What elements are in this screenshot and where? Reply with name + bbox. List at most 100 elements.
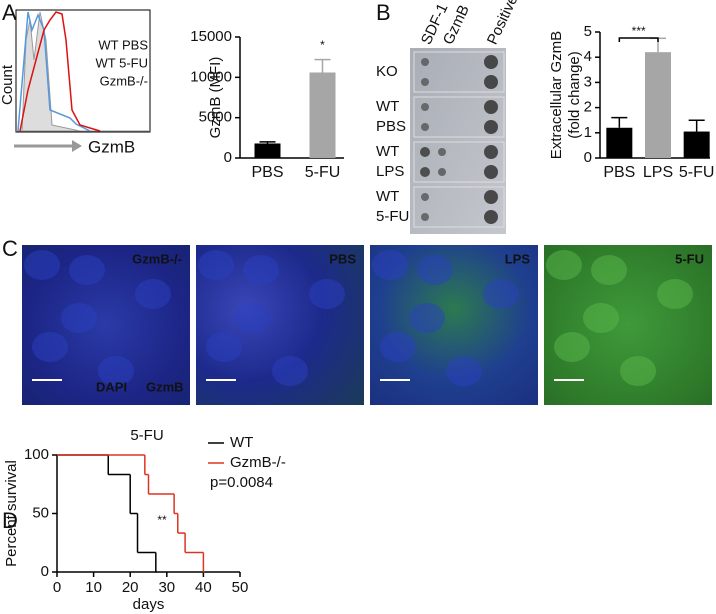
cell — [546, 250, 582, 280]
annotation: ** — [157, 513, 167, 527]
micrograph-label: 5-FU — [675, 251, 704, 266]
y-tick-label: 0 — [224, 149, 232, 166]
cell — [657, 279, 693, 309]
cell — [591, 255, 627, 285]
cell — [417, 255, 453, 285]
cell — [620, 356, 656, 386]
micrograph-label: LPS — [505, 251, 531, 266]
bar — [645, 52, 671, 158]
blot-dot — [484, 55, 498, 69]
blot-row — [413, 51, 505, 93]
blot-row-label: 5-FU — [376, 208, 409, 225]
blot-row-label: PBS — [376, 118, 406, 135]
blot-row-label: WT — [376, 98, 399, 115]
blot-row-label: KO — [376, 63, 398, 80]
cell — [24, 250, 60, 280]
cell — [69, 255, 105, 285]
axis-label: Count — [0, 64, 16, 105]
blot-dot — [420, 167, 430, 177]
y-tick-label: 5000 — [199, 109, 232, 126]
blot-row — [413, 186, 505, 228]
blot-dot — [484, 145, 498, 159]
blot-dot — [438, 168, 446, 176]
cell — [272, 356, 308, 386]
legend-label: WT 5-FU — [96, 55, 148, 70]
cell — [372, 250, 408, 280]
blot-dot — [421, 213, 429, 221]
stain-label: GzmB — [146, 379, 184, 394]
blot-dot — [421, 123, 429, 131]
y-axis-label: GzmB (MFI) — [207, 57, 224, 139]
x-tick-label: 50 — [232, 579, 249, 596]
histogram-frame — [15, 9, 151, 133]
chart-title: 5-FU — [130, 427, 163, 444]
y-tick-label: 1 — [584, 124, 592, 141]
blot-dot — [484, 100, 498, 114]
blot-dot — [484, 210, 498, 224]
y-tick-label: 3 — [584, 73, 592, 90]
micrograph-label: GzmB-/- — [132, 251, 182, 266]
cell — [380, 332, 416, 362]
bar — [606, 127, 633, 158]
cell — [554, 332, 590, 362]
legend-label: GzmB-/- — [230, 454, 286, 471]
legend-label: WT PBS — [98, 37, 148, 52]
cell — [309, 279, 345, 309]
x-axis-label: days — [133, 596, 165, 613]
blot-dot — [484, 165, 498, 179]
blot-dot — [484, 190, 498, 204]
cell — [446, 356, 482, 386]
cell — [98, 356, 134, 386]
blot-column: Positive — [484, 0, 522, 47]
x-tick-label: PBS — [251, 164, 283, 181]
histogram-curve — [17, 11, 91, 132]
y-tick-label: 0 — [584, 149, 592, 166]
blot-dot — [484, 120, 498, 134]
cell — [61, 303, 97, 333]
y-axis-label: Extracellular GzmB — [548, 31, 565, 159]
legend-label: WT — [230, 434, 253, 451]
blot-dot — [421, 58, 429, 66]
panel-label: B — [376, 0, 391, 25]
y-tick-label: 100 — [24, 446, 49, 463]
x-tick-label: PBS — [603, 164, 635, 181]
x-tick-label: 5-FU — [305, 164, 341, 181]
cell — [198, 250, 234, 280]
x-tick-label: 5-FU — [679, 164, 715, 181]
cell — [483, 279, 519, 309]
y-tick-label: 4 — [584, 48, 592, 65]
panel-label: C — [2, 236, 18, 261]
stain-label: DAPI — [96, 379, 127, 394]
cell — [409, 303, 445, 333]
blot-dot — [420, 147, 430, 157]
blot-row — [413, 96, 505, 138]
x-tick-label: 20 — [122, 579, 139, 596]
x-tick-label: 30 — [158, 579, 175, 596]
blot-dot — [421, 103, 429, 111]
micrograph-label: PBS — [329, 251, 356, 266]
blot-row-label: WT — [376, 143, 399, 160]
y-axis-label: Percent survival — [3, 460, 20, 567]
blot-dot — [438, 148, 446, 156]
x-tick-label: LPS — [643, 164, 673, 181]
x-tick-label: 0 — [53, 579, 61, 596]
blot-row-label: LPS — [376, 163, 404, 180]
cell — [206, 332, 242, 362]
legend-label: GzmB-/- — [100, 73, 148, 88]
y-tick-label: 10000 — [190, 68, 232, 85]
cell — [32, 332, 68, 362]
panel-label: A — [2, 0, 17, 25]
blot-dot — [421, 78, 429, 86]
panel-label: D — [2, 508, 18, 533]
x-tick-label: 10 — [85, 579, 102, 596]
significance-bracket — [618, 37, 659, 42]
axis-arrow — [72, 140, 82, 152]
y-tick-label: 50 — [32, 504, 49, 521]
bar — [254, 143, 281, 158]
axis-label: GzmB — [88, 137, 135, 156]
annotation: *** — [632, 24, 646, 38]
blot-row-label: WT — [376, 188, 399, 205]
blot-row — [413, 141, 505, 183]
histogram-curve — [19, 11, 101, 132]
